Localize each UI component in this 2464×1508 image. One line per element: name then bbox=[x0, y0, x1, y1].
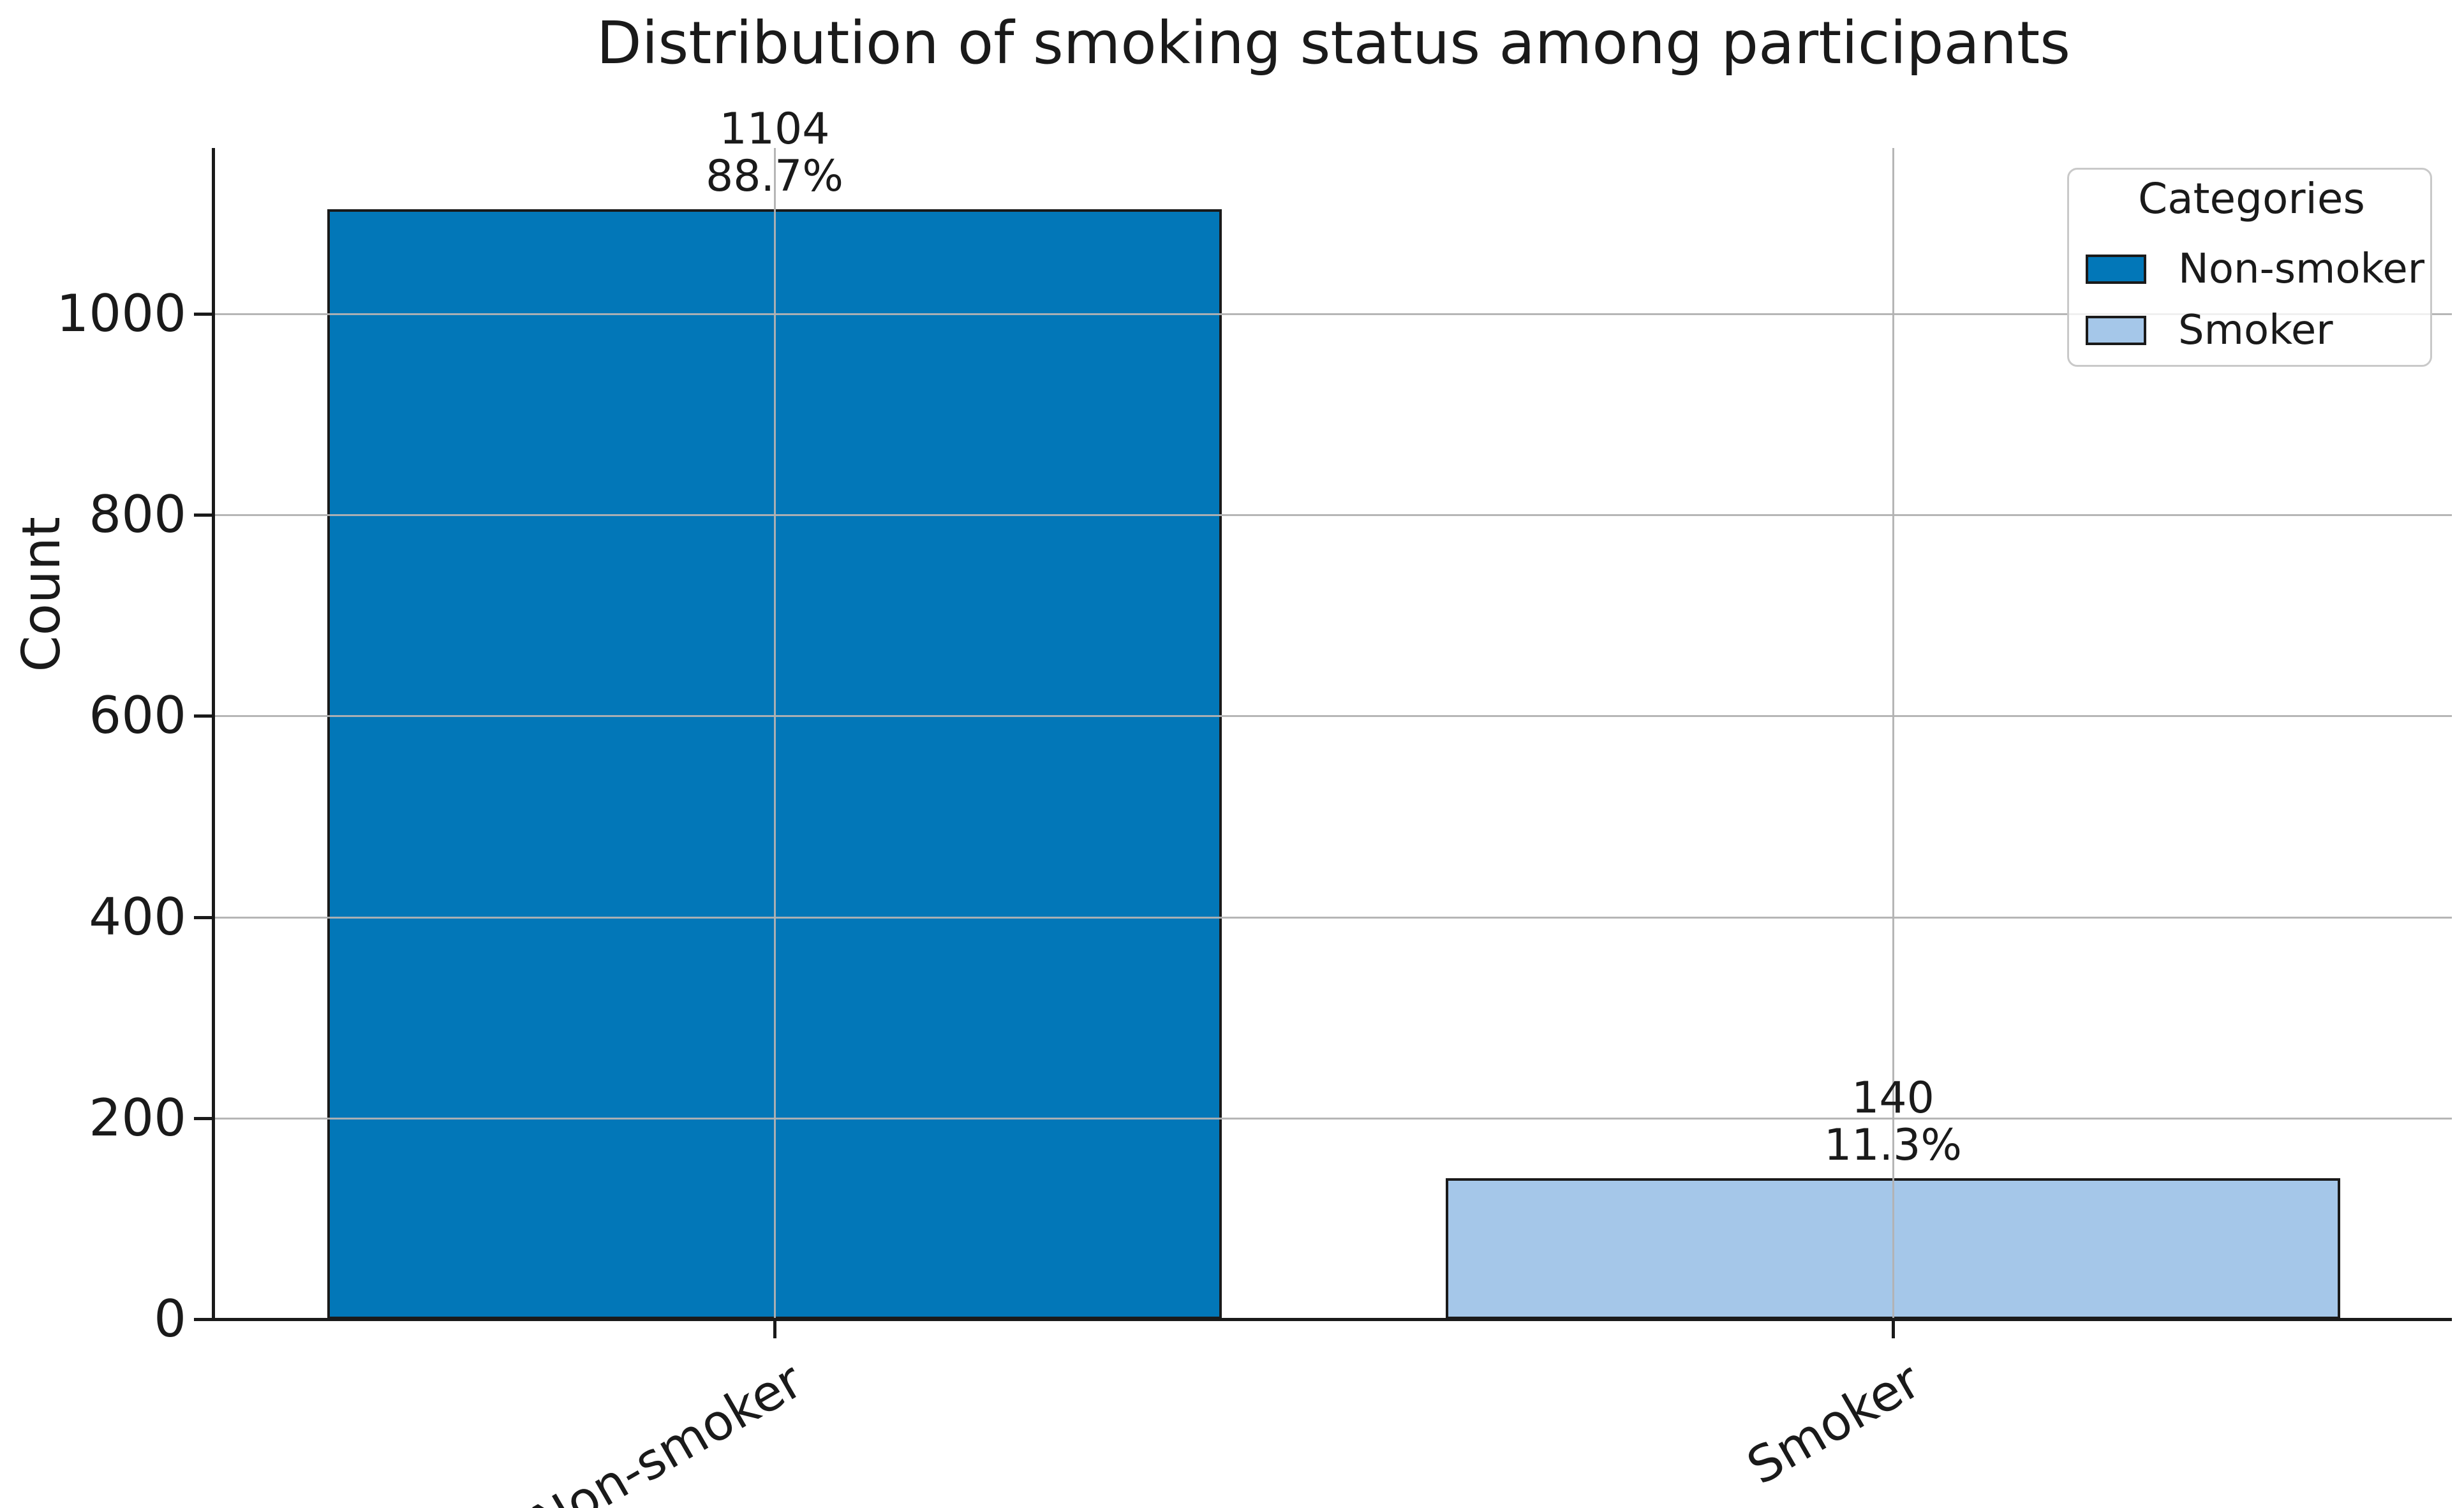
y-tick-mark bbox=[194, 916, 212, 919]
gridline-horizontal bbox=[215, 1118, 2452, 1120]
y-tick-mark bbox=[194, 313, 212, 316]
y-tick-label: 0 bbox=[154, 1289, 186, 1349]
y-tick-label: 800 bbox=[89, 485, 186, 544]
legend-swatch-non-smoker bbox=[2086, 255, 2146, 284]
legend-entry-non-smoker: Non-smoker bbox=[2086, 244, 2424, 295]
gridline-horizontal bbox=[215, 917, 2452, 919]
gridline-horizontal bbox=[215, 514, 2452, 516]
gridline-horizontal bbox=[215, 313, 2452, 315]
x-tick-mark bbox=[1892, 1319, 1895, 1338]
x-tick-mark bbox=[773, 1319, 776, 1338]
legend-title: Categories bbox=[2138, 174, 2365, 223]
gridline-vertical bbox=[774, 148, 776, 1319]
bar-value-label: 140 bbox=[1852, 1073, 1934, 1123]
legend-label: Non-smoker bbox=[2178, 246, 2424, 293]
gridline-vertical bbox=[1892, 148, 1894, 1319]
bar-percent-label: 88.7% bbox=[705, 151, 844, 202]
bar-label: 140 11.3% bbox=[1689, 1075, 2097, 1169]
y-tick-mark bbox=[194, 1318, 212, 1321]
x-tick-label: Non-smoker bbox=[523, 1352, 812, 1508]
y-tick-label: 1000 bbox=[56, 284, 186, 343]
legend-entry-smoker: Smoker bbox=[2086, 305, 2417, 356]
legend-swatch-smoker bbox=[2086, 316, 2146, 345]
x-tick-label: Smoker bbox=[1738, 1352, 1931, 1497]
legend-label: Smoker bbox=[2178, 307, 2333, 354]
bar-label: 1104 88.7% bbox=[570, 106, 979, 200]
legend: Categories Non-smoker Smoker bbox=[2067, 168, 2432, 367]
chart-title: Distribution of smoking status among par… bbox=[596, 9, 2071, 77]
y-tick-mark bbox=[194, 514, 212, 517]
y-axis-spine bbox=[212, 148, 215, 1319]
y-tick-mark bbox=[194, 1117, 212, 1120]
y-tick-label: 400 bbox=[89, 887, 186, 947]
bar-value-label: 1104 bbox=[719, 104, 830, 154]
gridline-horizontal bbox=[215, 715, 2452, 717]
y-tick-label: 200 bbox=[89, 1088, 186, 1148]
bar-percent-label: 11.3% bbox=[1823, 1120, 1963, 1171]
y-tick-label: 600 bbox=[89, 686, 186, 745]
x-axis-spine bbox=[212, 1318, 2452, 1321]
y-tick-mark bbox=[194, 714, 212, 718]
